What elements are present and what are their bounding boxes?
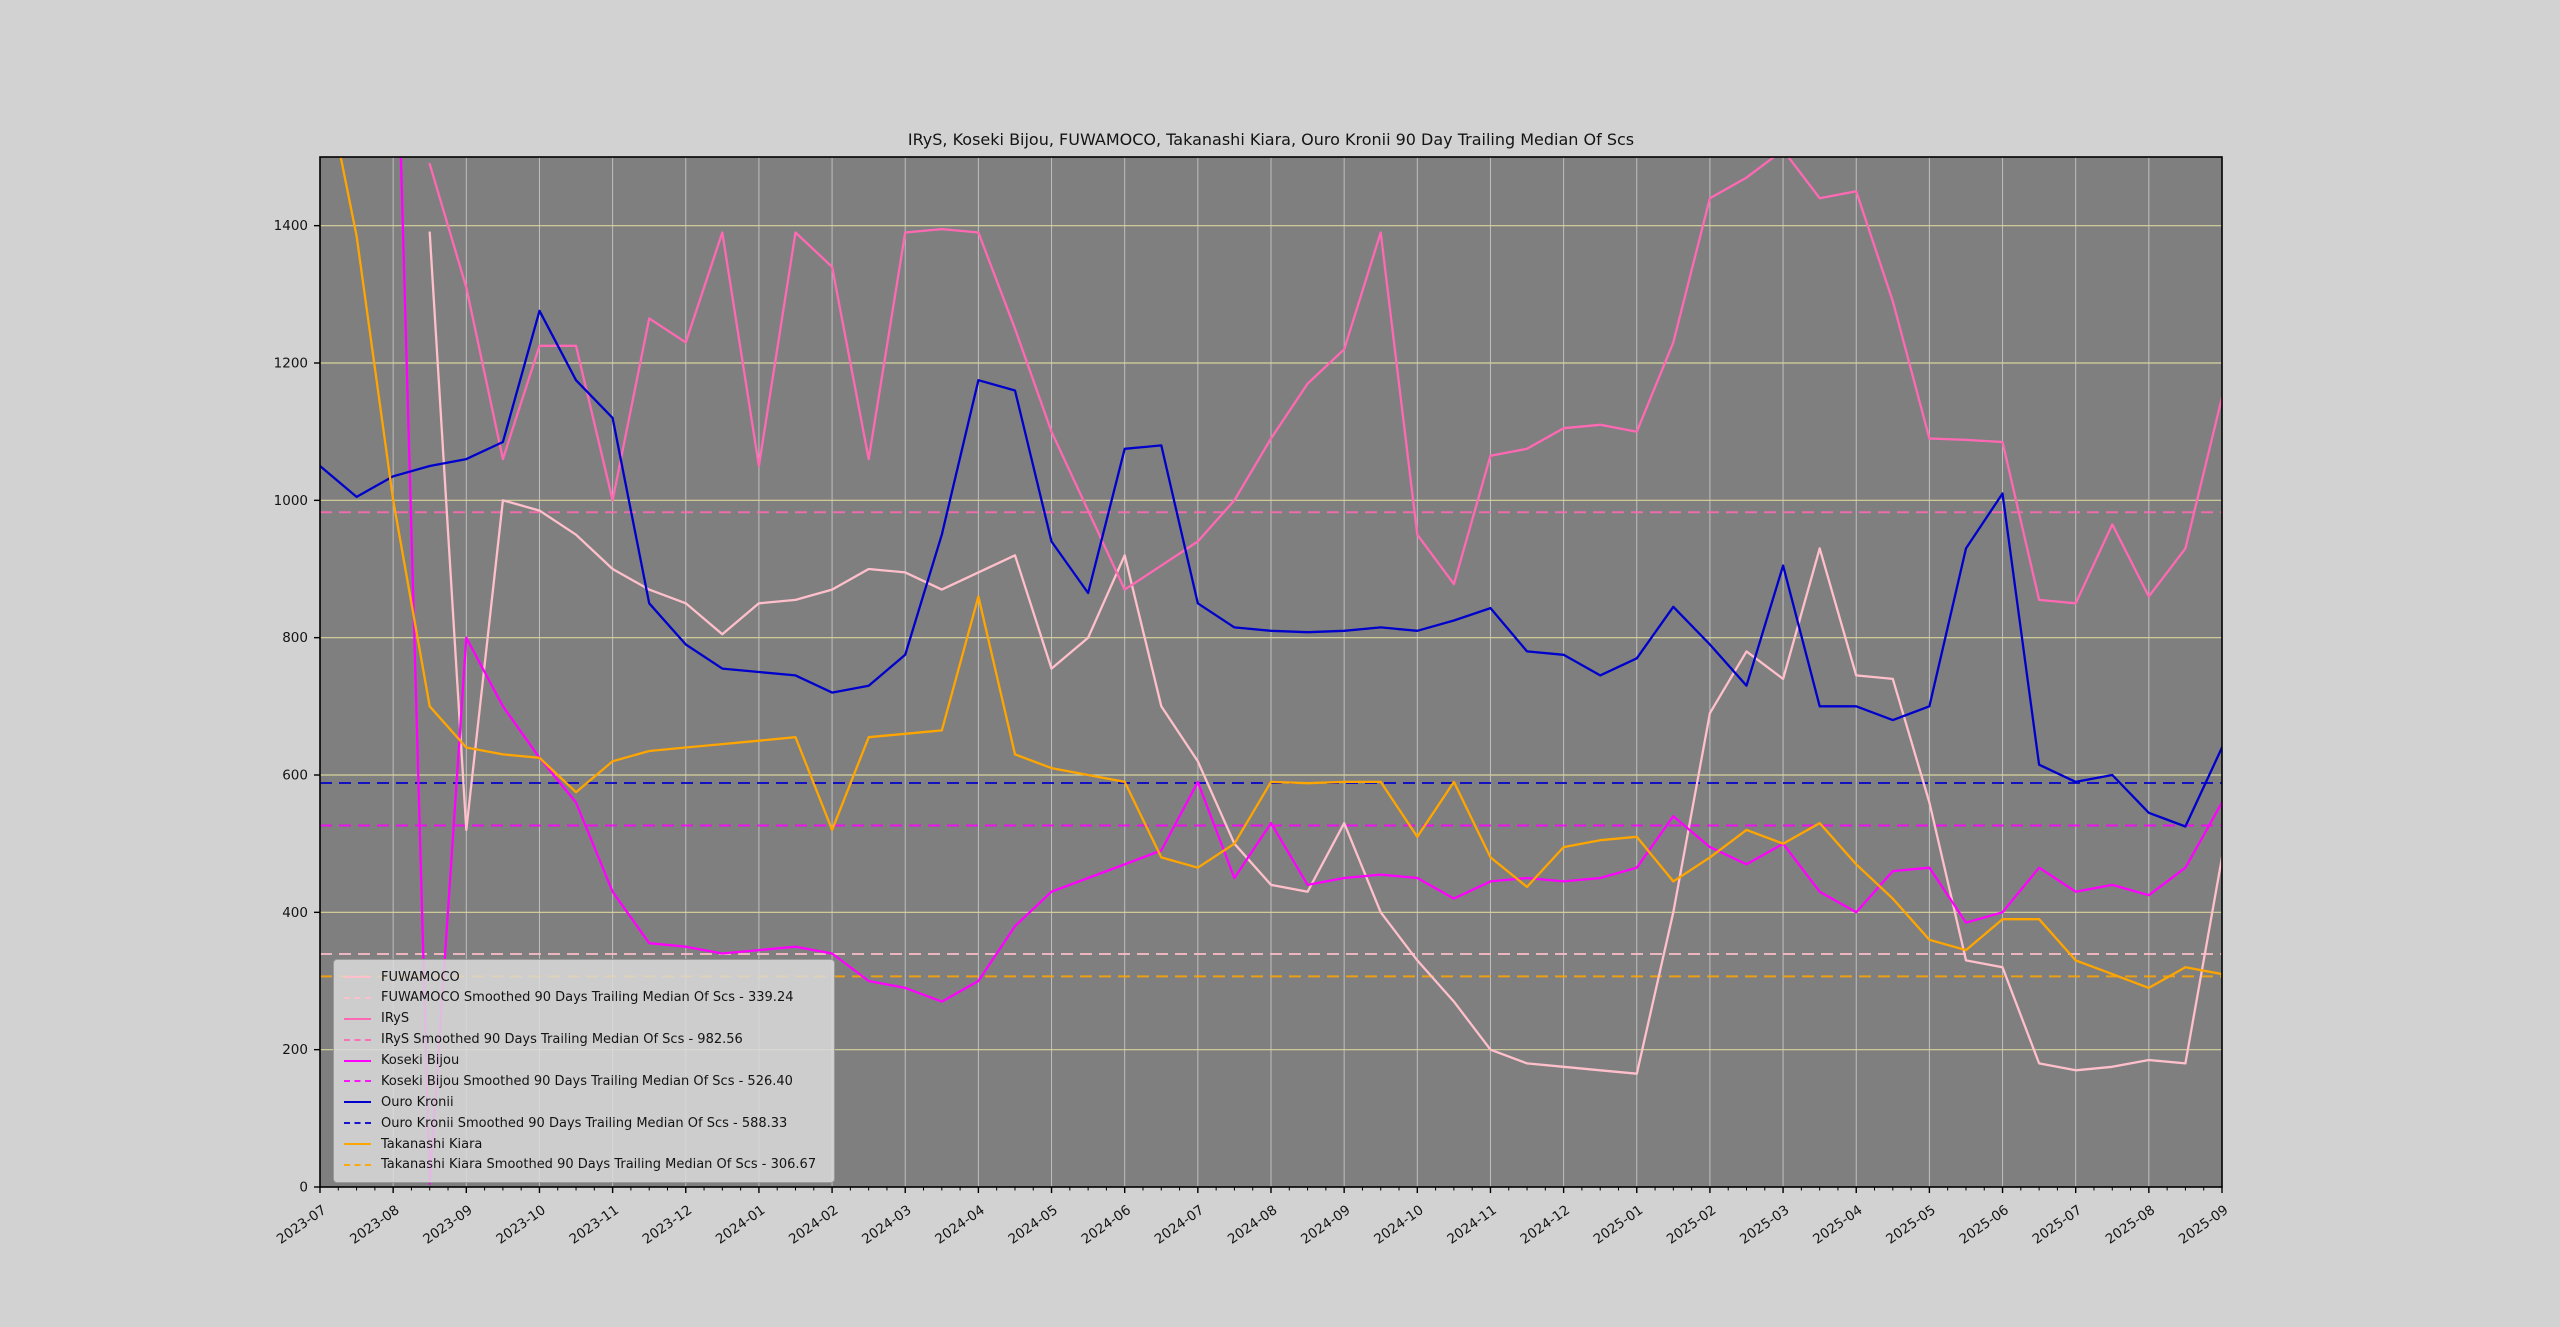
- legend-item-label: Ouro Kronii: [381, 1094, 454, 1110]
- series-line-fuwamoco: [428, 231, 2222, 1075]
- legend-item: Koseki Bijou: [344, 1051, 824, 1071]
- legend-item: Takanashi Kiara: [344, 1134, 824, 1154]
- series-line-irys: [428, 157, 2222, 605]
- legend-item: Ouro Kronii: [344, 1092, 824, 1112]
- legend-item: Koseki Bijou Smoothed 90 Days Trailing M…: [344, 1071, 824, 1091]
- x-tick-label: 2023-08: [347, 1202, 402, 1247]
- x-tick-label: 2024-05: [1005, 1202, 1060, 1247]
- y-tick-label: 400: [282, 905, 308, 921]
- x-tick-label: 2024-06: [1079, 1202, 1134, 1247]
- legend-dashed-line-swatch-icon: [344, 1038, 371, 1041]
- x-axis: 2023-07 2023-08 2023-09 2023-10 2023-11 2023-…: [274, 1187, 2231, 1248]
- y-tick-label: 200: [282, 1042, 308, 1058]
- series-line-ouro-kronii: [320, 309, 2222, 828]
- legend-item: FUWAMOCO: [344, 967, 824, 987]
- legend-item-label: FUWAMOCO: [381, 969, 460, 985]
- y-tick-label: 1000: [274, 493, 308, 509]
- chart-legend: FUWAMOCO FUWAMOCO Smoothed 90 Days Traili…: [333, 959, 835, 1183]
- legend-item: IRyS Smoothed 90 Days Trailing Median Of…: [344, 1030, 824, 1050]
- chart-title: IRyS, Koseki Bijou, FUWAMOCO, Takanashi …: [907, 130, 1635, 149]
- legend-item: Takanashi Kiara Smoothed 90 Days Trailin…: [344, 1155, 824, 1175]
- legend-line-swatch-icon: [344, 976, 371, 978]
- x-tick-label: 2024-03: [859, 1202, 914, 1247]
- legend-item-label: FUWAMOCO Smoothed 90 Days Trailing Media…: [381, 990, 794, 1006]
- legend-item-label: Takanashi Kiara: [381, 1136, 483, 1152]
- x-tick-label: 2025-03: [1737, 1202, 1792, 1247]
- x-tick-label: 2024-02: [786, 1202, 841, 1247]
- legend-item-label: Koseki Bijou: [381, 1053, 460, 1068]
- x-tick-label: 2024-09: [1298, 1202, 1353, 1247]
- legend-line-swatch-icon: [344, 1101, 371, 1104]
- legend-item: FUWAMOCO Smoothed 90 Days Trailing Media…: [344, 988, 824, 1008]
- x-tick-label: 2025-07: [2030, 1202, 2085, 1247]
- x-tick-label: 2023-11: [567, 1202, 622, 1247]
- series-line-takanashi-kiara: [339, 157, 2222, 990]
- x-tick-label: 2023-09: [420, 1202, 475, 1247]
- x-tick-label: 2024-01: [713, 1202, 768, 1247]
- x-tick-label: 2024-11: [1444, 1202, 1499, 1247]
- series-line-koseki-bijou: [399, 157, 2222, 1185]
- legend-dashed-line-swatch-icon: [344, 1122, 371, 1125]
- x-tick-label: 2025-02: [1664, 1202, 1719, 1247]
- y-tick-label: 0: [299, 1180, 308, 1196]
- legend-item-label: IRyS: [381, 1011, 410, 1027]
- legend-item-label: Koseki Bijou Smoothed 90 Days Trailing M…: [381, 1073, 793, 1089]
- y-tick-label: 800: [282, 630, 308, 646]
- x-tick-label: 2024-08: [1225, 1202, 1280, 1247]
- x-tick-label: 2024-10: [1371, 1202, 1426, 1247]
- x-tick-label: 2024-12: [1518, 1202, 1573, 1247]
- y-tick-label: 1400: [274, 218, 308, 234]
- x-tick-label: 2025-01: [1591, 1202, 1646, 1247]
- legend-line-swatch-icon: [344, 1059, 371, 1062]
- legend-dashed-line-swatch-icon: [344, 996, 371, 999]
- legend-item: IRyS: [344, 1009, 824, 1029]
- legend-line-swatch-icon: [344, 1143, 371, 1145]
- x-tick-label: 2025-05: [1883, 1202, 1938, 1247]
- y-tick-label: 600: [282, 768, 308, 784]
- x-tick-label: 2023-12: [640, 1202, 695, 1247]
- plot-lines: [320, 157, 2222, 1185]
- x-tick-label: 2023-07: [274, 1202, 329, 1247]
- x-tick-label: 2024-07: [1152, 1202, 1207, 1247]
- legend-item: Ouro Kronii Smoothed 90 Days Trailing Me…: [344, 1113, 824, 1133]
- legend-item-label: IRyS Smoothed 90 Days Trailing Median Of…: [381, 1032, 743, 1048]
- x-tick-label: 2023-10: [493, 1202, 548, 1247]
- y-tick-label: 1200: [274, 356, 308, 372]
- y-axis: 0 200 400 600 800 1000 1200 1400: [274, 218, 320, 1196]
- legend-item-label: Ouro Kronii Smoothed 90 Days Trailing Me…: [381, 1115, 788, 1131]
- x-tick-label: 2025-06: [1956, 1202, 2011, 1247]
- legend-item-label: Takanashi Kiara Smoothed 90 Days Trailin…: [381, 1157, 817, 1173]
- x-tick-label: 2024-04: [932, 1202, 987, 1247]
- legend-line-swatch-icon: [344, 1017, 371, 1020]
- legend-dashed-line-swatch-icon: [344, 1163, 371, 1166]
- x-tick-label: 2025-09: [2176, 1202, 2231, 1247]
- legend-dashed-line-swatch-icon: [344, 1080, 371, 1083]
- x-tick-label: 2025-04: [1810, 1202, 1865, 1247]
- x-tick-label: 2025-08: [2103, 1202, 2158, 1247]
